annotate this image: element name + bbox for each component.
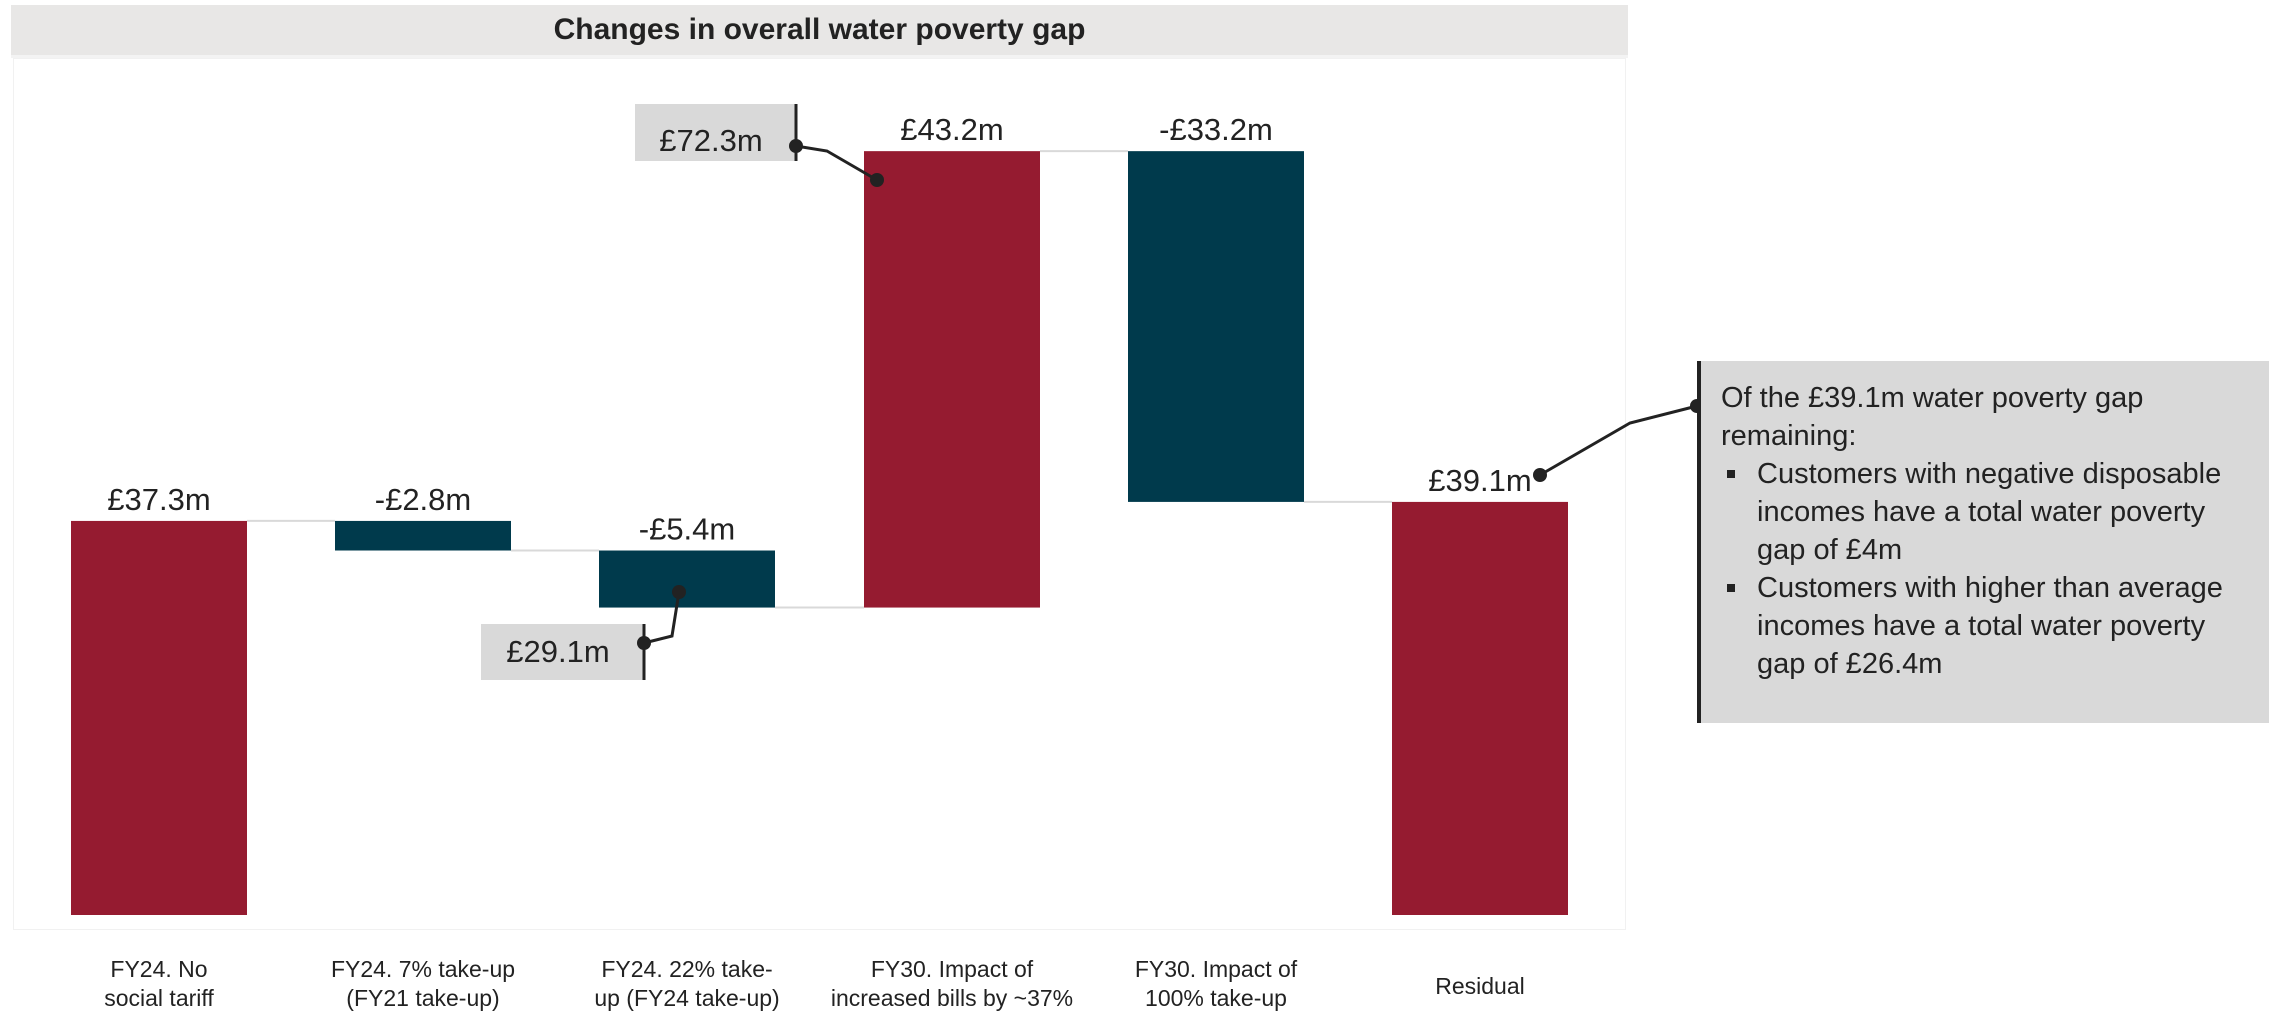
data-label: -£33.2m	[1159, 112, 1273, 147]
bar	[1128, 151, 1304, 502]
callout-box	[481, 624, 644, 680]
bar	[599, 550, 775, 608]
note-bullet-list: Customers with negative disposable incom…	[1721, 455, 2249, 683]
data-label: £43.2m	[900, 112, 1003, 147]
note-leader-line	[1539, 404, 1698, 477]
bar	[864, 151, 1040, 608]
x-tick-label: FY24. 7% take-up (FY21 take-up)	[330, 956, 516, 1011]
callout-dot	[637, 636, 651, 650]
note-bullet: Customers with negative disposable incom…	[1721, 455, 2249, 569]
callout-dot	[672, 585, 686, 599]
x-tick-label: FY30. Impact of increased bills by ~37%	[830, 956, 1074, 1011]
x-tick-label: FY24. 22% take- up (FY24 take-up)	[594, 956, 780, 1011]
callout-box	[635, 104, 797, 161]
x-tick-label: FY30. Impact of 100% take-up	[1134, 956, 1298, 1011]
bar	[71, 520, 247, 915]
x-tick-label: FY24. No social tariff	[104, 956, 214, 1011]
plot-area	[13, 58, 1626, 930]
chart-title: Changes in overall water poverty gap	[553, 13, 1086, 46]
x-tick-label: Residual	[1435, 973, 1525, 999]
chart-title-bar: Changes in overall water poverty gap	[11, 5, 1628, 58]
callout-dot	[789, 139, 803, 153]
bar	[335, 520, 511, 551]
callout-dot	[870, 173, 884, 187]
bar	[1392, 501, 1568, 915]
data-label: -£2.8m	[375, 482, 471, 517]
data-label: -£5.4m	[639, 512, 735, 547]
callout-leader-line	[643, 591, 681, 645]
note-bullet: Customers with higher than average incom…	[1721, 569, 2249, 683]
note-leader-dot	[1533, 468, 1547, 482]
data-label: £39.1m	[1428, 463, 1531, 498]
data-label: £37.3m	[107, 482, 210, 517]
annotation-note: Of the £39.1m water poverty gap remainin…	[1697, 361, 2269, 723]
callout-label: £29.1m	[506, 634, 609, 669]
note-intro: Of the £39.1m water poverty gap remainin…	[1721, 382, 2144, 452]
callout-label: £72.3m	[659, 123, 762, 158]
callout-leader-line	[795, 144, 878, 182]
